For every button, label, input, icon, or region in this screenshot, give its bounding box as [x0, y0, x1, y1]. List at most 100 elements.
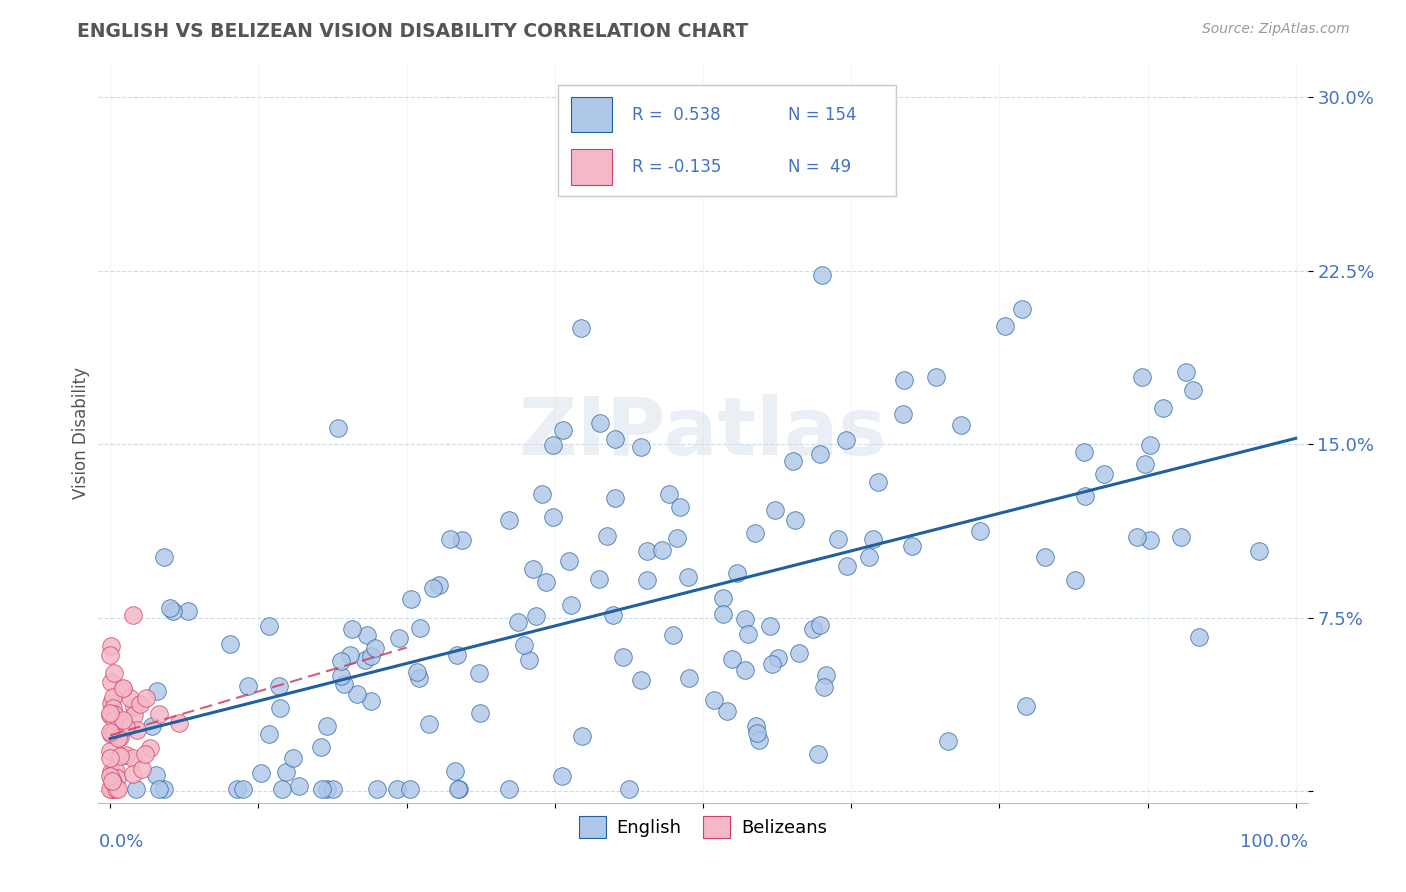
Point	[249, 765, 271, 780]
Point	[530, 487, 553, 501]
Point	[596, 528, 619, 542]
Point	[339, 648, 361, 662]
Point	[148, 781, 170, 796]
Point	[100, 706, 122, 721]
Point	[893, 374, 915, 388]
Point	[737, 627, 759, 641]
Point	[100, 751, 122, 765]
Point	[356, 628, 378, 642]
Point	[801, 622, 824, 636]
Point	[498, 513, 520, 527]
Point	[1033, 550, 1056, 565]
Point	[409, 621, 432, 635]
Point	[281, 751, 304, 765]
Point	[159, 601, 181, 615]
Point	[360, 649, 382, 664]
Point	[827, 532, 849, 546]
Point	[363, 641, 385, 656]
Point	[146, 683, 169, 698]
Point	[1249, 543, 1271, 558]
Point	[103, 714, 125, 728]
Text: ENGLISH VS BELIZEAN VISION DISABILITY CORRELATION CHART: ENGLISH VS BELIZEAN VISION DISABILITY CO…	[77, 22, 748, 41]
Point	[761, 657, 783, 672]
Point	[257, 619, 280, 633]
Point	[744, 526, 766, 541]
Point	[813, 680, 835, 694]
Point	[783, 513, 806, 527]
Point	[470, 706, 492, 720]
Point	[141, 719, 163, 733]
Point	[125, 781, 148, 796]
Point	[131, 762, 153, 776]
Point	[759, 618, 782, 632]
Y-axis label: Vision Disability: Vision Disability	[72, 367, 90, 499]
Point	[893, 407, 915, 421]
Point	[745, 725, 768, 739]
Point	[98, 725, 121, 739]
Point	[1139, 437, 1161, 451]
Point	[763, 503, 786, 517]
Point	[322, 781, 344, 796]
Point	[232, 781, 254, 796]
Point	[114, 747, 136, 762]
Point	[603, 432, 626, 446]
Point	[103, 690, 125, 704]
Point	[630, 440, 652, 454]
Point	[145, 768, 167, 782]
Point	[588, 572, 610, 586]
Point	[1130, 370, 1153, 384]
Point	[162, 604, 184, 618]
Point	[617, 781, 640, 796]
Point	[810, 268, 832, 283]
Point	[135, 691, 157, 706]
Point	[734, 612, 756, 626]
Point	[569, 321, 592, 335]
Point	[1011, 301, 1033, 316]
Text: 0.0%: 0.0%	[98, 833, 143, 851]
Point	[121, 767, 143, 781]
Point	[571, 729, 593, 743]
Point	[451, 533, 474, 547]
Point	[553, 424, 575, 438]
Point	[808, 617, 831, 632]
Point	[103, 725, 125, 739]
Point	[101, 781, 124, 796]
Point	[98, 648, 121, 663]
Point	[100, 726, 122, 740]
Point	[636, 544, 658, 558]
Point	[385, 781, 408, 796]
Point	[118, 690, 141, 705]
Point	[748, 733, 770, 747]
Point	[107, 781, 129, 796]
Point	[524, 609, 547, 624]
Point	[257, 726, 280, 740]
Point	[858, 550, 880, 565]
Point	[134, 747, 156, 761]
Point	[787, 646, 810, 660]
Point	[636, 574, 658, 588]
Point	[1092, 467, 1115, 481]
Point	[121, 751, 143, 765]
Point	[711, 607, 734, 622]
Point	[837, 559, 859, 574]
Point	[513, 638, 536, 652]
Point	[101, 774, 124, 789]
Point	[1182, 384, 1205, 398]
Point	[329, 669, 352, 683]
Point	[269, 701, 291, 715]
Point	[360, 693, 382, 707]
Point	[862, 532, 884, 546]
Point	[678, 671, 700, 685]
Point	[605, 491, 627, 506]
Point	[125, 723, 148, 737]
Point	[1126, 530, 1149, 544]
Point	[108, 748, 131, 763]
Point	[1139, 533, 1161, 547]
Point	[1175, 365, 1198, 379]
Point	[274, 765, 297, 780]
Point	[815, 667, 838, 681]
Point	[949, 418, 972, 433]
Point	[269, 679, 291, 693]
Point	[835, 433, 858, 447]
Point	[517, 653, 540, 667]
